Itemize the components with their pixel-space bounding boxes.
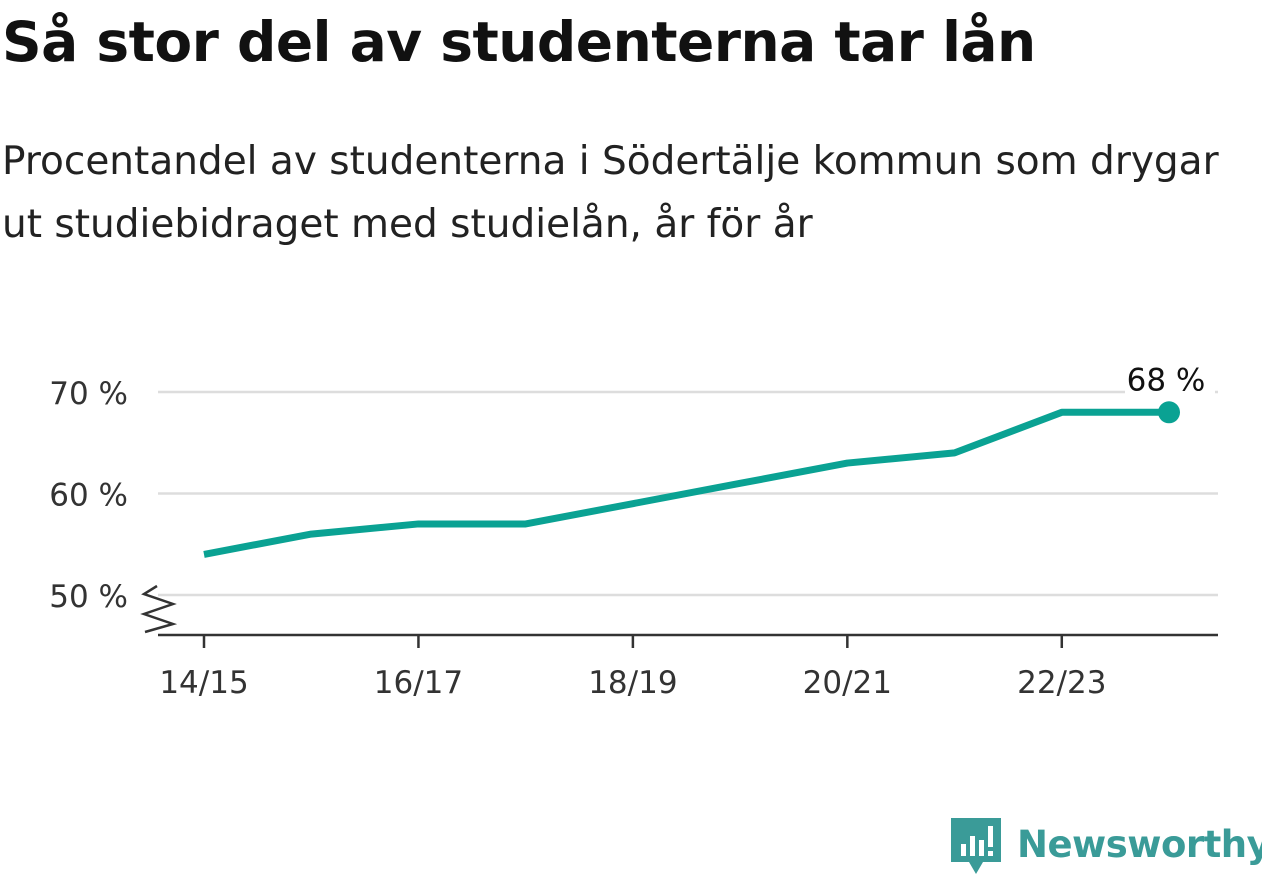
series-line — [203, 408, 1169, 558]
x-tick-label: 18/19 — [588, 665, 677, 701]
y-tick-label: 70 % — [49, 376, 128, 412]
end-point-marker — [1158, 401, 1180, 424]
brand-name: Newsworthy — [1017, 822, 1262, 866]
axis-break-zigzag — [140, 584, 178, 634]
end-value-label: 68 % — [1127, 362, 1206, 398]
axis-break-marker — [140, 584, 178, 634]
x-tick-label: 20/21 — [803, 665, 892, 701]
x-tick-label: 22/23 — [1017, 665, 1106, 701]
y-tick-label: 60 % — [49, 478, 128, 514]
x-tick-label: 14/15 — [159, 665, 248, 701]
x-tick-label: 16/17 — [374, 665, 463, 701]
series — [203, 408, 1169, 558]
chart-title: Så stor del av studenterna tar lån — [2, 10, 1036, 74]
y-axis-labels: 50 % 60 % 70 % — [49, 376, 128, 615]
end-label-background — [1125, 362, 1215, 401]
y-tick-label: 50 % — [49, 579, 128, 615]
newsworthy-logo: Newsworthy — [951, 818, 1262, 878]
newsworthy-logo-icon — [951, 818, 1001, 874]
end-annotation: 68 % — [1125, 362, 1215, 424]
x-axis: 14/15 16/17 18/19 20/21 22/23 — [158, 633, 1218, 701]
chart-subtitle: Procentandel av studenterna i Södertälje… — [2, 139, 1219, 247]
